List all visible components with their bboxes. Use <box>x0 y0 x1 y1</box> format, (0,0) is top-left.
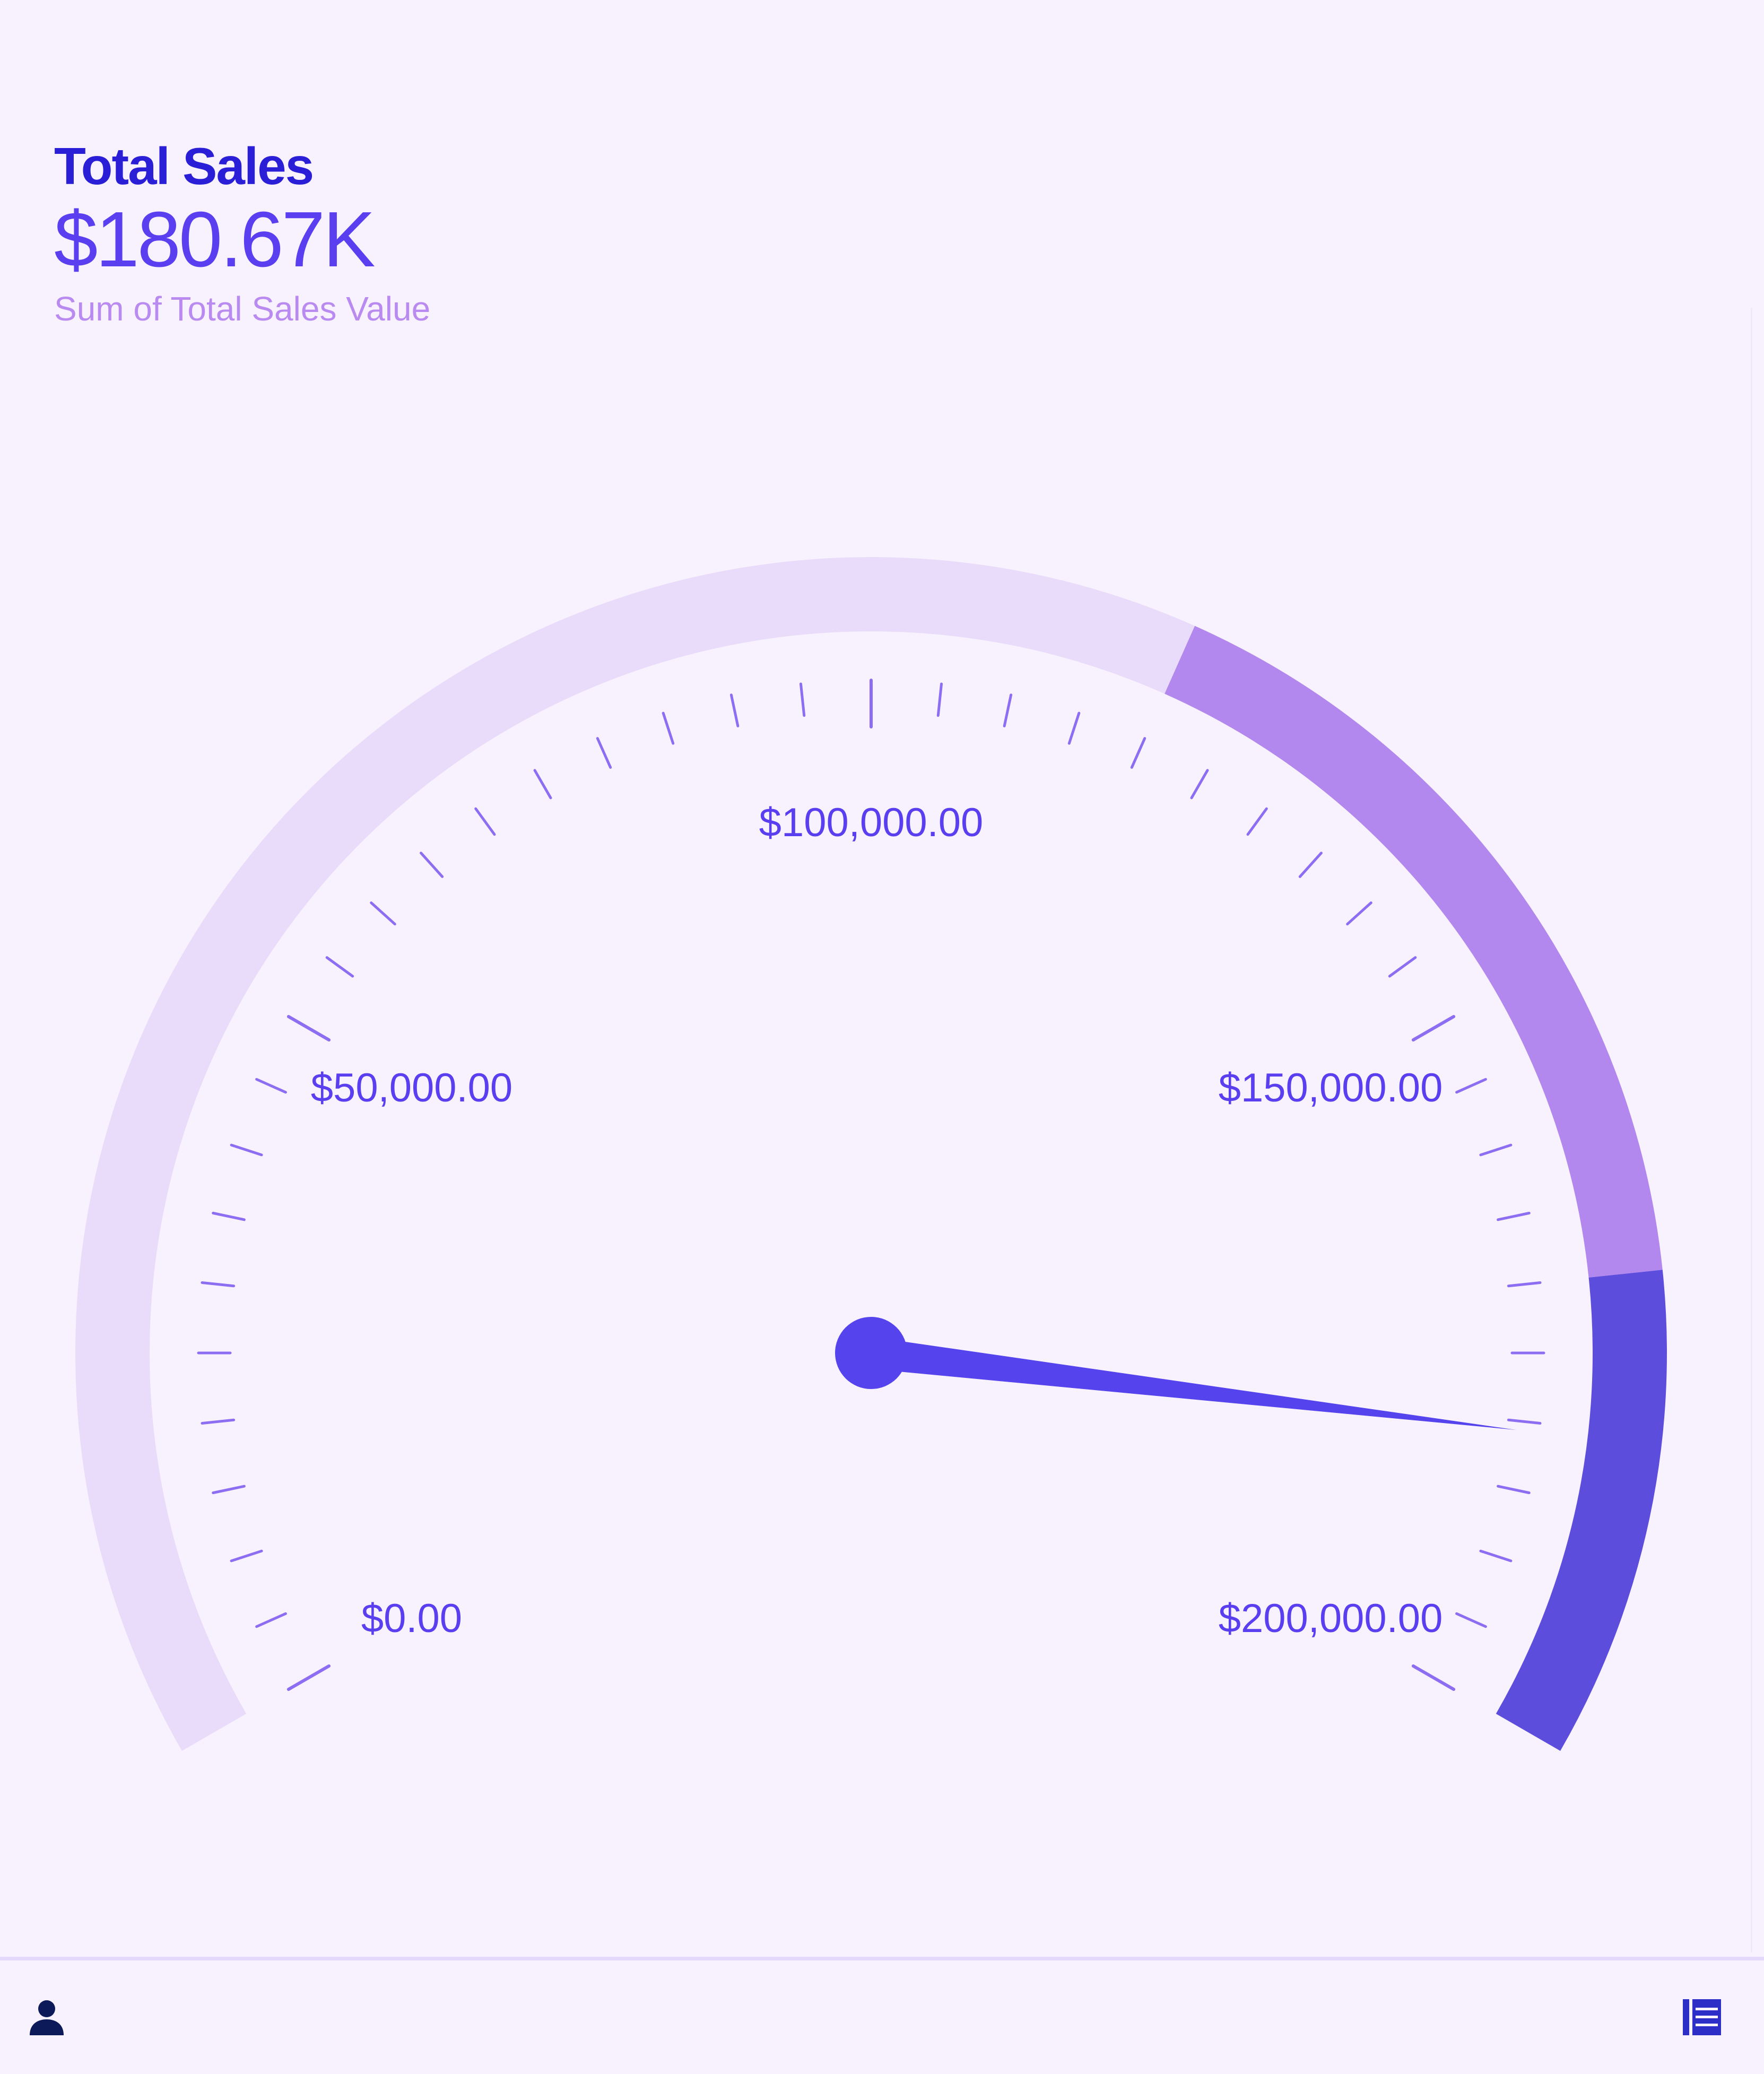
tick-label: $0.00 <box>361 1596 462 1641</box>
minor-tick <box>1479 1143 1513 1157</box>
gauge-band-0 <box>75 557 1195 1751</box>
gauge-needle <box>869 1337 1517 1430</box>
minor-tick <box>1298 852 1323 878</box>
kpi-header: Total Sales $180.67K Sum of Total Sales … <box>54 139 430 329</box>
minor-tick <box>201 1418 236 1425</box>
minor-tick <box>1346 901 1372 926</box>
gauge-bands <box>75 557 1667 1751</box>
major-tick <box>286 1664 331 1691</box>
minor-tick <box>212 1485 246 1495</box>
gauge-band-2 <box>1496 1270 1667 1751</box>
widget-title: Total Sales <box>54 137 314 195</box>
panel-edge <box>1751 308 1752 1952</box>
minor-tick <box>799 682 806 717</box>
kpi-value: $180.67K <box>54 195 376 283</box>
major-tick <box>1411 1664 1456 1691</box>
minor-tick <box>1190 769 1209 800</box>
kpi-subtitle: Sum of Total Sales Value <box>54 289 431 328</box>
minor-tick <box>1388 956 1417 978</box>
minor-tick <box>596 737 612 769</box>
list-icon[interactable] <box>1681 1996 1723 2038</box>
minor-tick <box>212 1211 246 1221</box>
minor-tick <box>255 1078 287 1094</box>
minor-tick <box>370 901 396 926</box>
minor-tick <box>662 711 675 745</box>
major-tick <box>286 1015 331 1042</box>
minor-tick <box>1497 1485 1531 1495</box>
user-icon[interactable] <box>25 1996 68 2038</box>
gauge-tick-labels: $0.00 $50,000.00 $100,000.00 $150,000.00 $20… <box>311 800 1443 1641</box>
minor-tick <box>255 1612 287 1628</box>
minor-tick <box>729 693 740 727</box>
footer-divider <box>0 1957 1764 1960</box>
gauge-needle-hub <box>835 1317 907 1389</box>
gauge-band-1 <box>1165 626 1663 1278</box>
minor-tick <box>533 769 552 800</box>
minor-tick <box>201 1281 236 1288</box>
minor-tick <box>230 1143 263 1157</box>
tick-label: $150,000.00 <box>1219 1065 1443 1110</box>
minor-tick <box>1003 693 1013 727</box>
minor-tick <box>1455 1612 1487 1628</box>
minor-tick <box>1246 807 1268 836</box>
gauge-ticks <box>197 679 1545 1691</box>
minor-tick <box>420 852 444 878</box>
minor-tick <box>474 807 496 836</box>
major-tick <box>1411 1015 1456 1042</box>
minor-tick <box>1497 1211 1531 1221</box>
minor-tick <box>1507 1418 1542 1425</box>
minor-tick <box>325 956 354 978</box>
minor-tick <box>1130 737 1146 769</box>
minor-tick <box>230 1549 263 1563</box>
gauge-needle-group <box>835 1317 1517 1430</box>
tick-label: $50,000.00 <box>311 1065 512 1110</box>
minor-tick <box>1479 1549 1513 1563</box>
tick-label: $100,000.00 <box>759 800 984 845</box>
tick-label: $200,000.00 <box>1219 1596 1443 1641</box>
minor-tick <box>1455 1078 1487 1094</box>
minor-tick <box>1067 711 1081 745</box>
minor-tick <box>1507 1281 1542 1288</box>
minor-tick <box>936 682 943 717</box>
